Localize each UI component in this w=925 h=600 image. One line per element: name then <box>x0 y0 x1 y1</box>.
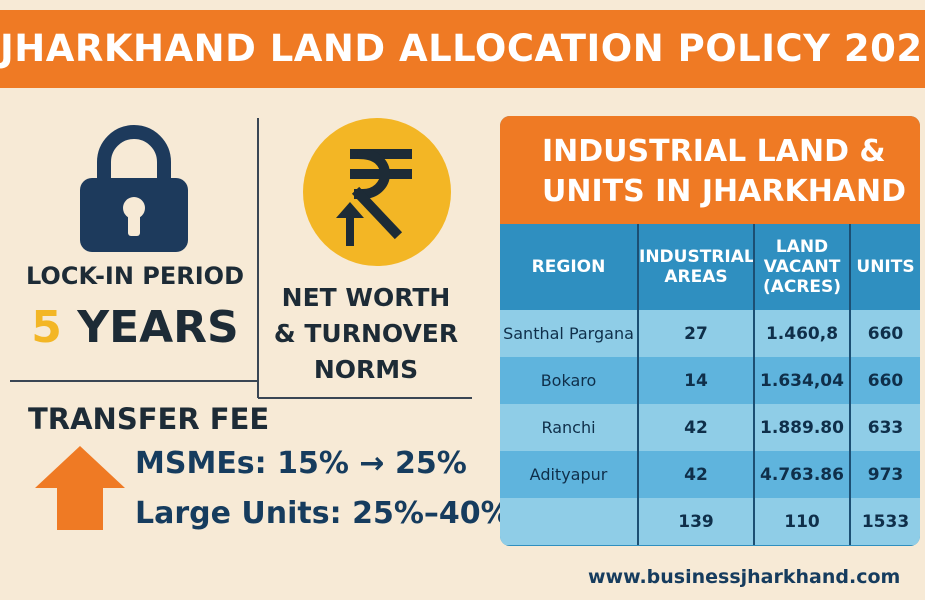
table-row: Ranchi 42 1.889.80 633 <box>500 404 920 451</box>
fee-msme: MSMEs: 15% → 25% <box>135 446 467 481</box>
up-arrow-icon <box>35 446 125 530</box>
cell-units: 660 <box>850 357 920 404</box>
cell-land-vacant: 1.889.80 <box>754 404 851 451</box>
cell-units: 660 <box>850 310 920 357</box>
cell-industrial-areas: 14 <box>638 357 755 404</box>
table-total-row: 139 110 1533 <box>500 498 920 545</box>
cell-land-vacant-total: 110 <box>754 498 851 545</box>
cell-land-vacant: 4.763.86 <box>754 451 851 498</box>
cell-region: Ranchi <box>500 404 639 451</box>
table-title-line-1: INDUSTRIAL LAND & <box>542 134 886 169</box>
fee-msme-label: MSMEs: <box>135 446 267 481</box>
page-title: JHARKHAND LAND ALLOCATION POLICY 2025 <box>0 27 925 70</box>
footer-url[interactable]: www.businessjharkhand.com <box>588 566 901 588</box>
col-header-industrial-areas: INDUSTRIAL AREAS <box>638 224 755 310</box>
horizontal-divider-middle <box>258 397 472 399</box>
cell-industrial-areas: 27 <box>638 310 755 357</box>
table-title: INDUSTRIAL LAND & UNITS IN JHARKHAND <box>542 132 912 212</box>
table-row: Santhal Pargana 27 1.460,8 660 <box>500 310 920 357</box>
horizontal-divider-left <box>10 380 258 382</box>
lock-in-unit: YEARS <box>77 302 239 353</box>
lock-in-number: 5 <box>31 302 62 353</box>
col-header-region: REGION <box>500 224 639 310</box>
net-worth-line-1: NET WORTH <box>281 283 451 312</box>
cell-region: Santhal Pargana <box>500 310 639 357</box>
transfer-fee-title: TRANSFER FEE <box>28 402 270 436</box>
cell-units: 973 <box>850 451 920 498</box>
cell-industrial-areas: 42 <box>638 404 755 451</box>
rupee-up-icon <box>303 118 451 266</box>
col-header-units: UNITS <box>850 224 920 310</box>
cell-land-vacant: 1.634,04 <box>754 357 851 404</box>
fee-msme-value: 15% → 25% <box>277 446 467 481</box>
vertical-divider <box>257 118 259 398</box>
padlock-icon <box>80 125 188 252</box>
land-table-panel: INDUSTRIAL LAND & UNITS IN JHARKHAND REG… <box>500 116 920 546</box>
fee-large-value: 25%–40% <box>352 496 511 531</box>
cell-land-vacant: 1.460,8 <box>754 310 851 357</box>
fee-large-label: Large Units: <box>135 496 342 531</box>
net-worth-line-3: NORMS <box>313 355 419 384</box>
land-table: REGION INDUSTRIAL AREAS LAND VACANT (ACR… <box>500 224 920 545</box>
col-header-land-vacant: LAND VACANT (ACRES) <box>754 224 851 310</box>
table-row: Bokaro 14 1.634,04 660 <box>500 357 920 404</box>
title-banner: JHARKHAND LAND ALLOCATION POLICY 2025 <box>0 10 925 88</box>
table-title-line-2: UNITS IN JHARKHAND <box>542 174 907 209</box>
table-header-band: INDUSTRIAL LAND & UNITS IN JHARKHAND <box>500 116 920 224</box>
cell-industrial-areas: 42 <box>638 451 755 498</box>
lock-in-label: LOCK-IN PERIOD <box>25 262 244 290</box>
banner-divider <box>0 90 925 94</box>
cell-region: Adityapur <box>500 451 639 498</box>
cell-units: 633 <box>850 404 920 451</box>
cell-region: Bokaro <box>500 357 639 404</box>
cell-region <box>500 498 639 545</box>
net-worth-line-2: & TURNOVER <box>273 319 459 348</box>
cell-units-total: 1533 <box>850 498 920 545</box>
table-header-row: REGION INDUSTRIAL AREAS LAND VACANT (ACR… <box>500 224 920 310</box>
table-row: Adityapur 42 4.763.86 973 <box>500 451 920 498</box>
net-worth-text: NET WORTH & TURNOVER NORMS <box>268 280 464 388</box>
fee-large-units: Large Units: 25%–40% <box>135 496 511 531</box>
lock-in-value: 5 YEARS <box>20 302 250 353</box>
cell-industrial-areas-total: 139 <box>638 498 755 545</box>
